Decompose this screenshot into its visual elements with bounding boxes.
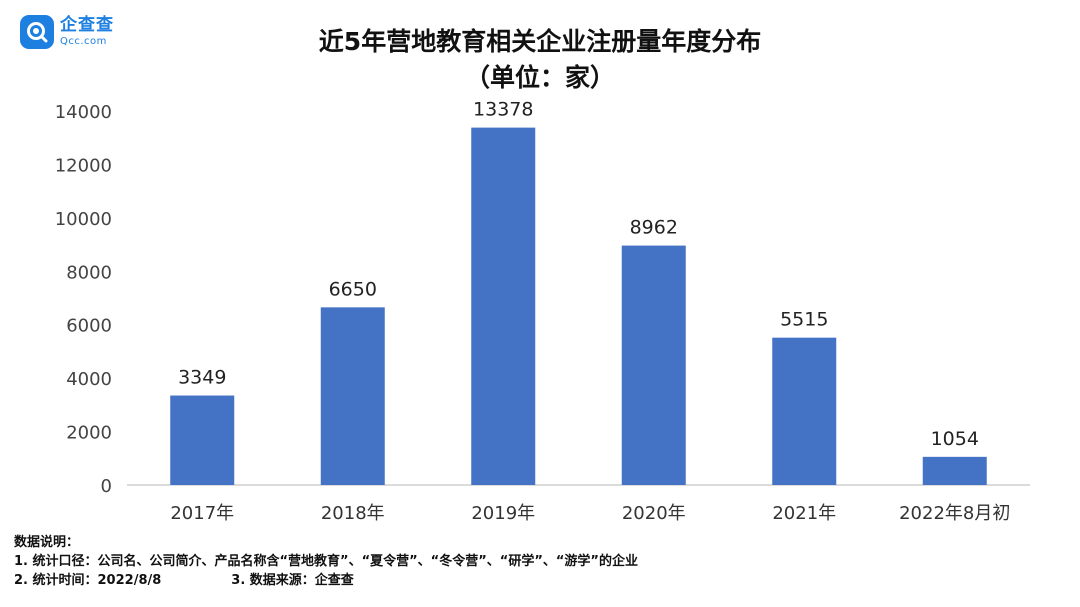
x-tick-label: 2021年 [772, 503, 836, 524]
y-tick-label: 0 [101, 476, 112, 497]
bar [772, 337, 837, 485]
qcc-logo: 企查查 Qcc.com [20, 15, 114, 49]
data-notes: 数据说明： 1. 统计口径：公司名、公司简介、产品名称含“营地教育”、“夏令营”… [14, 533, 638, 590]
data-label: 5515 [780, 309, 828, 331]
x-tick-label: 2019年 [471, 503, 535, 524]
bar [170, 395, 235, 485]
x-tick-label: 2018年 [321, 503, 385, 524]
data-label: 8962 [630, 217, 678, 239]
y-tick-label: 12000 [55, 155, 112, 176]
data-label: 6650 [329, 278, 377, 300]
y-tick-label: 6000 [66, 316, 112, 337]
data-label: 13378 [473, 99, 533, 121]
y-tick-label: 2000 [66, 423, 112, 444]
y-tick-label: 10000 [55, 209, 112, 230]
notes-line-1: 1. 统计口径：公司名、公司简介、产品名称含“营地教育”、“夏令营”、“冬令营”… [14, 554, 638, 569]
bar [621, 245, 686, 485]
logo-domain: Qcc.com [60, 36, 107, 47]
data-label: 1054 [931, 428, 979, 450]
bar [471, 127, 536, 486]
qcc-logo-icon [20, 15, 54, 49]
bar [922, 456, 987, 485]
x-tick-label: 2022年8月初 [899, 503, 1010, 524]
x-tick-label: 2020年 [622, 503, 686, 524]
y-tick-label: 14000 [55, 102, 112, 123]
notes-line-3: 3. 数据来源：企查查 [231, 573, 354, 588]
y-tick-label: 4000 [66, 369, 112, 390]
notes-line-2: 2. 统计时间：2022/8/8 [14, 573, 162, 588]
logo-name: 企查查 [60, 15, 114, 35]
bar-chart: 0 2000 4000 6000 8000 10000 12000 14000 3349 2017… [55, 99, 1030, 524]
notes-heading: 数据说明： [14, 535, 80, 550]
x-tick-label: 2017年 [170, 503, 234, 524]
chart-subtitle: （单位：家） [464, 63, 615, 92]
data-label: 3349 [178, 367, 226, 389]
y-tick-label: 8000 [66, 262, 112, 283]
chart-title: 近5年营地教育相关企业注册量年度分布 [318, 27, 762, 56]
bar [320, 307, 385, 485]
